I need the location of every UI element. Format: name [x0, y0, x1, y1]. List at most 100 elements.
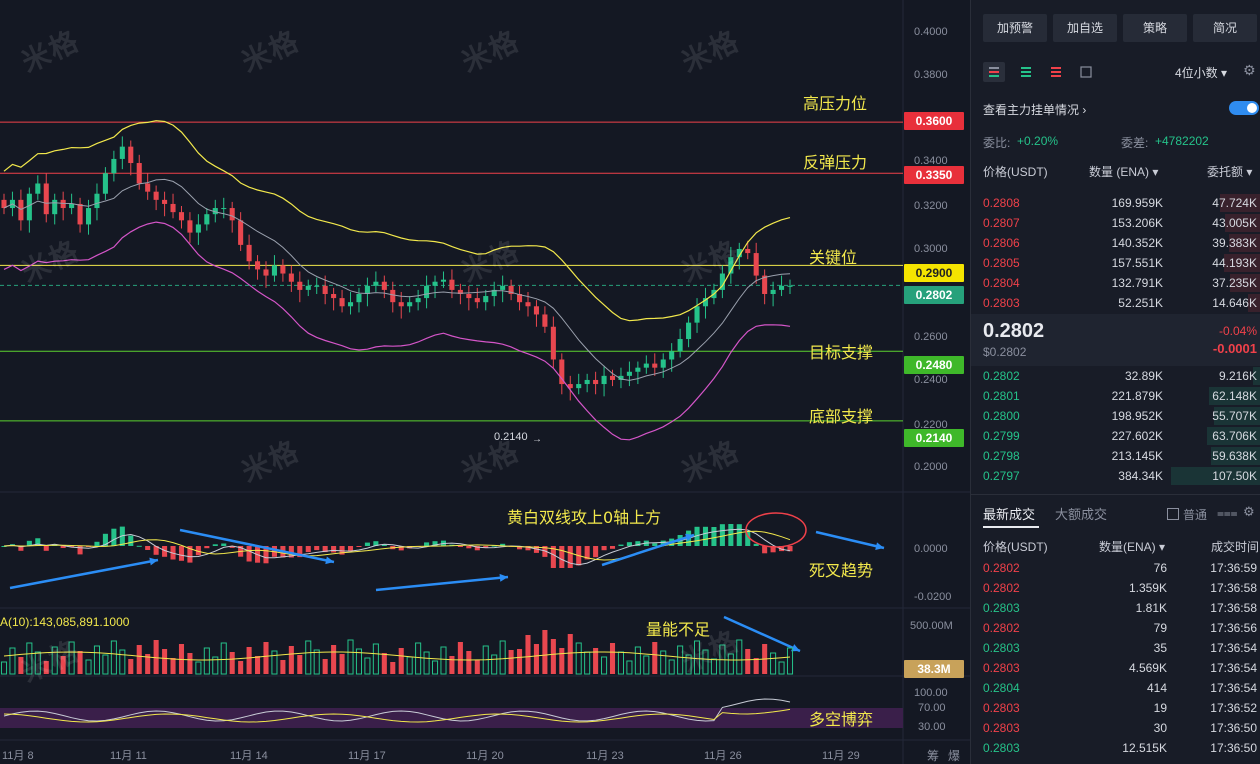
add-alert-button[interactable]: 加预警: [983, 14, 1047, 42]
volume-bar: [263, 642, 269, 674]
candle-body: [652, 363, 658, 368]
chip-label[interactable]: 筹: [927, 749, 940, 763]
bid-row[interactable]: 0.2797 384.34K 107.50K: [971, 466, 1260, 486]
chart-area[interactable]: → 米格 米格 米格 米格 米格 米格 米格 米格 米格 米格 米格 米格 0.…: [0, 0, 970, 764]
header-qty[interactable]: 数量 (ENA) ▾: [1089, 163, 1158, 180]
candle-body: [525, 302, 531, 307]
settings-icon[interactable]: ⚙: [1243, 504, 1255, 519]
volume-bar: [668, 659, 675, 675]
bid-row[interactable]: 0.2798 213.145K 59.638K: [971, 446, 1260, 466]
price-cell: 0.2806: [983, 236, 1020, 250]
annotation-target-support: 目标支撑: [809, 343, 874, 362]
macd-bar: [111, 528, 117, 546]
chart-canvas[interactable]: →: [0, 0, 970, 764]
candle-body: [60, 199, 66, 209]
trade-row[interactable]: 0.2803 30 17:36:50: [971, 718, 1260, 738]
gear-icon[interactable]: ⚙: [1243, 62, 1256, 78]
qty-cell: 35: [1153, 641, 1167, 655]
volume-bar: [499, 640, 506, 675]
macd-bar: [517, 546, 523, 550]
last-price-block: 0.2802 $0.2802 -0.04% -0.0001: [971, 314, 1260, 366]
macd-dif-line: [3, 528, 791, 566]
trade-row[interactable]: 0.2802 76 17:36:59: [971, 558, 1260, 578]
candle-body: [339, 298, 345, 307]
rsi-tick: 100.00: [914, 687, 948, 699]
depth-bar: [1207, 427, 1260, 445]
macd-bar: [660, 540, 666, 546]
volume-bar: [322, 659, 328, 674]
ask-row[interactable]: 0.2804 132.791K 37.235K: [971, 273, 1260, 293]
ask-row[interactable]: 0.2807 153.206K 43.005K: [971, 213, 1260, 233]
level-tag-0.2140: 0.2140: [904, 429, 964, 447]
trades-header-qty[interactable]: 数量(ENA) ▾: [1099, 538, 1165, 555]
level-tag-0.3600: 0.3600: [904, 112, 964, 130]
normal-checkbox[interactable]: [1167, 508, 1179, 520]
candle-body: [381, 281, 387, 290]
macd-bar: [153, 546, 159, 555]
price-tick: 0.2000: [914, 461, 948, 473]
macd-bar: [424, 542, 430, 546]
candle-body: [187, 220, 193, 233]
ask-row[interactable]: 0.2806 140.352K 39.383K: [971, 233, 1260, 253]
tab-large-trades[interactable]: 大额成交: [1055, 507, 1108, 522]
amount-cell: 17:36:59: [1210, 561, 1257, 575]
trade-row[interactable]: 0.2803 19 17:36:52: [971, 698, 1260, 718]
trade-row[interactable]: 0.2804 414 17:36:54: [971, 678, 1260, 698]
macd-bar: [601, 546, 607, 551]
trade-row[interactable]: 0.2803 35 17:36:54: [971, 638, 1260, 658]
volume-bar: [702, 649, 709, 675]
trade-row[interactable]: 0.2803 1.81K 17:36:58: [971, 598, 1260, 618]
trade-row[interactable]: 0.2802 1.359K 17:36:58: [971, 578, 1260, 598]
strategy-button[interactable]: 策略: [1123, 14, 1187, 42]
layout-both-icon[interactable]: [983, 62, 1005, 82]
header-amount[interactable]: 委托额 ▾: [1207, 163, 1252, 180]
qty-cell: 52.251K: [1118, 296, 1163, 310]
macd-bar: [26, 540, 32, 546]
amount-cell: 17:36:52: [1210, 701, 1257, 715]
volume-bar: [145, 654, 151, 674]
add-watchlist-button[interactable]: 加自选: [1053, 14, 1117, 42]
macd-bar: [373, 541, 379, 546]
trade-row[interactable]: 0.2803 12.515K 17:36:50: [971, 738, 1260, 758]
price-cell: 0.2802: [983, 621, 1020, 635]
annotation-long-short: 多空博弈: [809, 710, 874, 729]
change-abs: -0.0001: [1212, 341, 1257, 356]
candle-body: [305, 285, 311, 290]
liquidation-label[interactable]: 爆: [948, 749, 961, 763]
macd-bar: [736, 524, 742, 546]
bollinger-upper-line: [3, 120, 791, 322]
filter-icon[interactable]: ⩶: [1217, 506, 1238, 520]
volume-bar: [153, 640, 159, 674]
qty-cell: 169.959K: [1111, 196, 1163, 210]
tab-latest-trades[interactable]: 最新成交: [983, 507, 1036, 522]
macd-bar: [474, 546, 480, 551]
bid-row[interactable]: 0.2802 32.89K 9.216K: [971, 366, 1260, 386]
candle-body: [18, 199, 24, 221]
amount-cell: 17:36:50: [1210, 721, 1257, 735]
amount-cell: 39.383K: [1212, 236, 1257, 250]
main-orders-toggle[interactable]: [1229, 101, 1259, 115]
volume-bar: [652, 642, 658, 674]
trade-row[interactable]: 0.2803 4.569K 17:36:54: [971, 658, 1260, 678]
trade-row[interactable]: 0.2802 79 17:36:56: [971, 618, 1260, 638]
active-tab-indicator: [983, 526, 1039, 528]
trend-arrow-head: [325, 556, 334, 565]
main-orders-link[interactable]: 查看主力挂单情况 ›: [983, 101, 1086, 118]
overview-button[interactable]: 简况: [1193, 14, 1257, 42]
bid-row[interactable]: 0.2801 221.879K 62.148K: [971, 386, 1260, 406]
ask-row[interactable]: 0.2803 52.251K 14.646K: [971, 293, 1260, 313]
price-tick: 0.3200: [914, 200, 948, 212]
ask-row[interactable]: 0.2808 169.959K 47.724K: [971, 193, 1260, 213]
low-marker: 0.2140: [494, 431, 528, 443]
bid-row[interactable]: 0.2799 227.602K 63.706K: [971, 426, 1260, 446]
x-tick: 11月 20: [466, 750, 504, 762]
bid-row[interactable]: 0.2800 198.952K 55.707K: [971, 406, 1260, 426]
layout-depth-icon[interactable]: [1075, 62, 1097, 82]
layout-asks-icon[interactable]: [1045, 62, 1067, 82]
trend-arrow: [375, 575, 509, 592]
last-price: 0.2802: [983, 320, 1045, 342]
ask-row[interactable]: 0.2805 157.551K 44.193K: [971, 253, 1260, 273]
layout-bids-icon[interactable]: [1015, 62, 1037, 82]
qty-cell: 76: [1153, 561, 1167, 575]
decimals-select[interactable]: 4位小数 ▾: [1175, 64, 1227, 81]
